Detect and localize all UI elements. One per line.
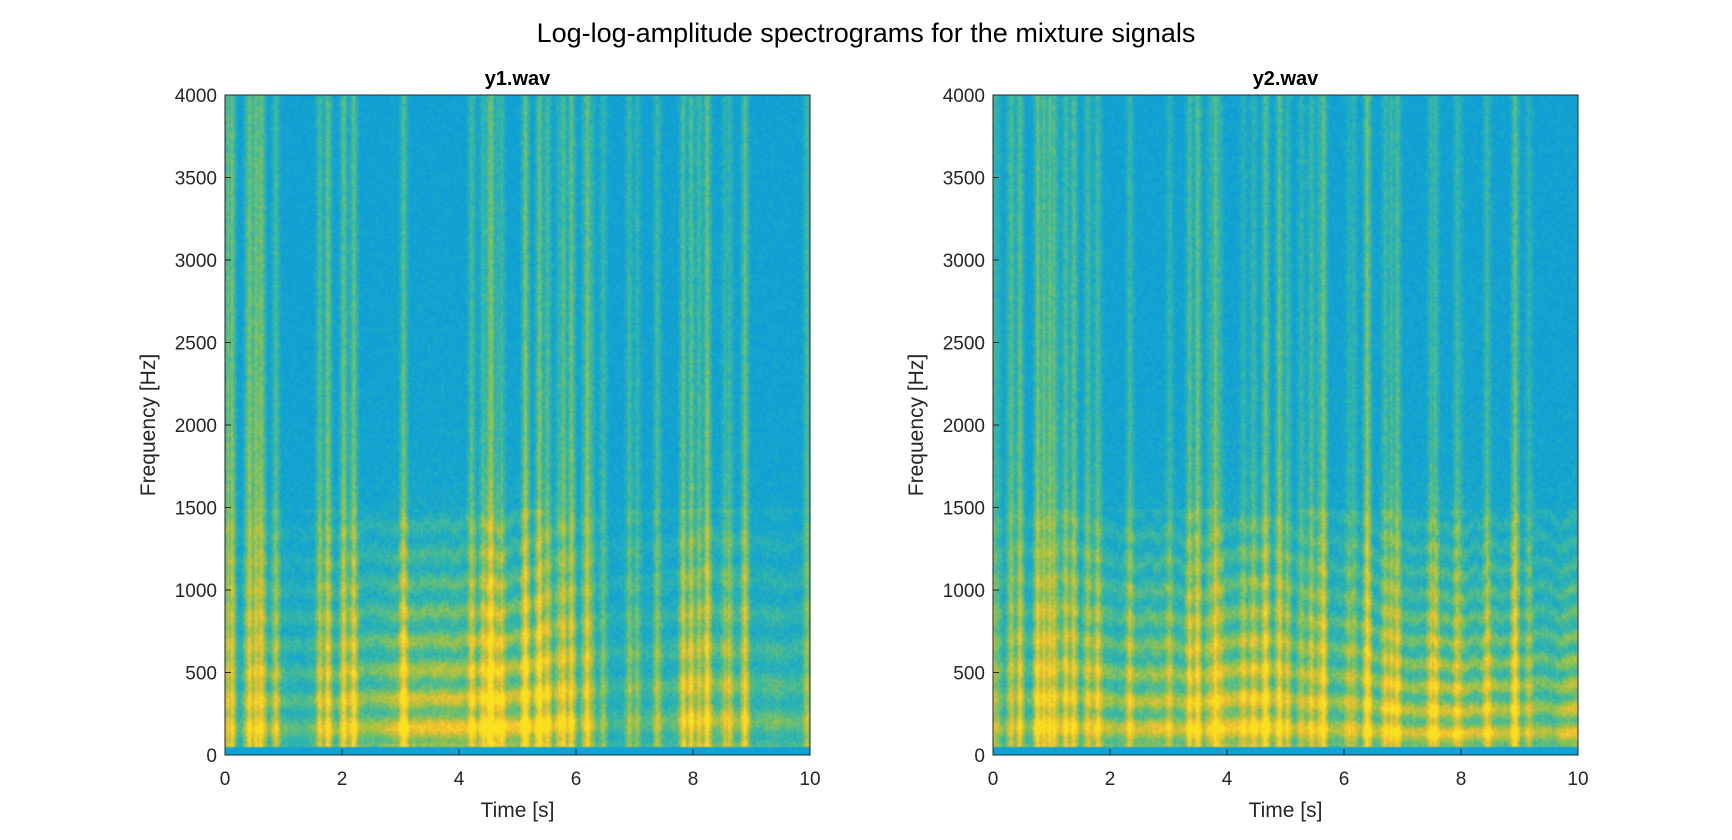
y-tick-label: 0 xyxy=(206,746,217,767)
y-tick-label: 3500 xyxy=(175,169,217,190)
x-tick-label: 8 xyxy=(1456,769,1467,790)
x-tick-label: 0 xyxy=(220,769,231,790)
x-tick-label: 2 xyxy=(1105,769,1116,790)
y-tick-label: 1000 xyxy=(175,581,217,602)
spectrogram-heatmap xyxy=(225,95,810,755)
x-tick-label: 10 xyxy=(1567,769,1588,790)
y-tick-label: 2000 xyxy=(175,416,217,437)
x-tick-label: 6 xyxy=(1339,769,1350,790)
x-tick-label: 6 xyxy=(571,769,582,790)
subplot-title: y2.wav xyxy=(1253,68,1319,90)
x-tick-label: 8 xyxy=(688,769,699,790)
x-tick-label: 0 xyxy=(988,769,999,790)
spectrogram-canvas xyxy=(225,95,810,755)
y-tick-label: 2500 xyxy=(943,334,985,355)
y-tick-label: 4000 xyxy=(943,86,985,107)
y-tick-label: 0 xyxy=(974,746,985,767)
spectrogram-canvas xyxy=(993,95,1578,755)
x-tick-label: 10 xyxy=(799,769,820,790)
figure-title: Log-log-amplitude spectrograms for the m… xyxy=(536,18,1196,48)
y-tick-label: 2000 xyxy=(943,416,985,437)
x-tick-label: 2 xyxy=(337,769,348,790)
x-axis-label: Time [s] xyxy=(481,799,555,822)
subplot-title: y1.wav xyxy=(485,68,551,90)
y-tick-label: 500 xyxy=(953,664,985,685)
y-tick-label: 1500 xyxy=(175,499,217,520)
x-tick-label: 4 xyxy=(454,769,465,790)
y-tick-label: 500 xyxy=(185,664,217,685)
y-tick-label: 1000 xyxy=(943,581,985,602)
y-tick-label: 4000 xyxy=(175,86,217,107)
y-tick-label: 3000 xyxy=(943,251,985,272)
y-tick-label: 3500 xyxy=(943,169,985,190)
subplot-1: 0 2 4 6 8 10 0 500 1000 1500 2000 2500 3000 3500 4000 y… xyxy=(137,68,821,822)
y-tick-label: 1500 xyxy=(943,499,985,520)
x-axis-label: Time [s] xyxy=(1249,799,1323,822)
spectrogram-heatmap xyxy=(993,95,1578,755)
subplot-2: 0 2 4 6 8 10 0 500 1000 1500 2000 2500 3000 3500 4000 y… xyxy=(905,68,1589,822)
y-tick-label: 2500 xyxy=(175,334,217,355)
x-tick-label: 4 xyxy=(1222,769,1233,790)
y-tick-label: 3000 xyxy=(175,251,217,272)
y-axis-label: Frequency [Hz] xyxy=(905,354,928,496)
y-axis-label: Frequency [Hz] xyxy=(137,354,160,496)
